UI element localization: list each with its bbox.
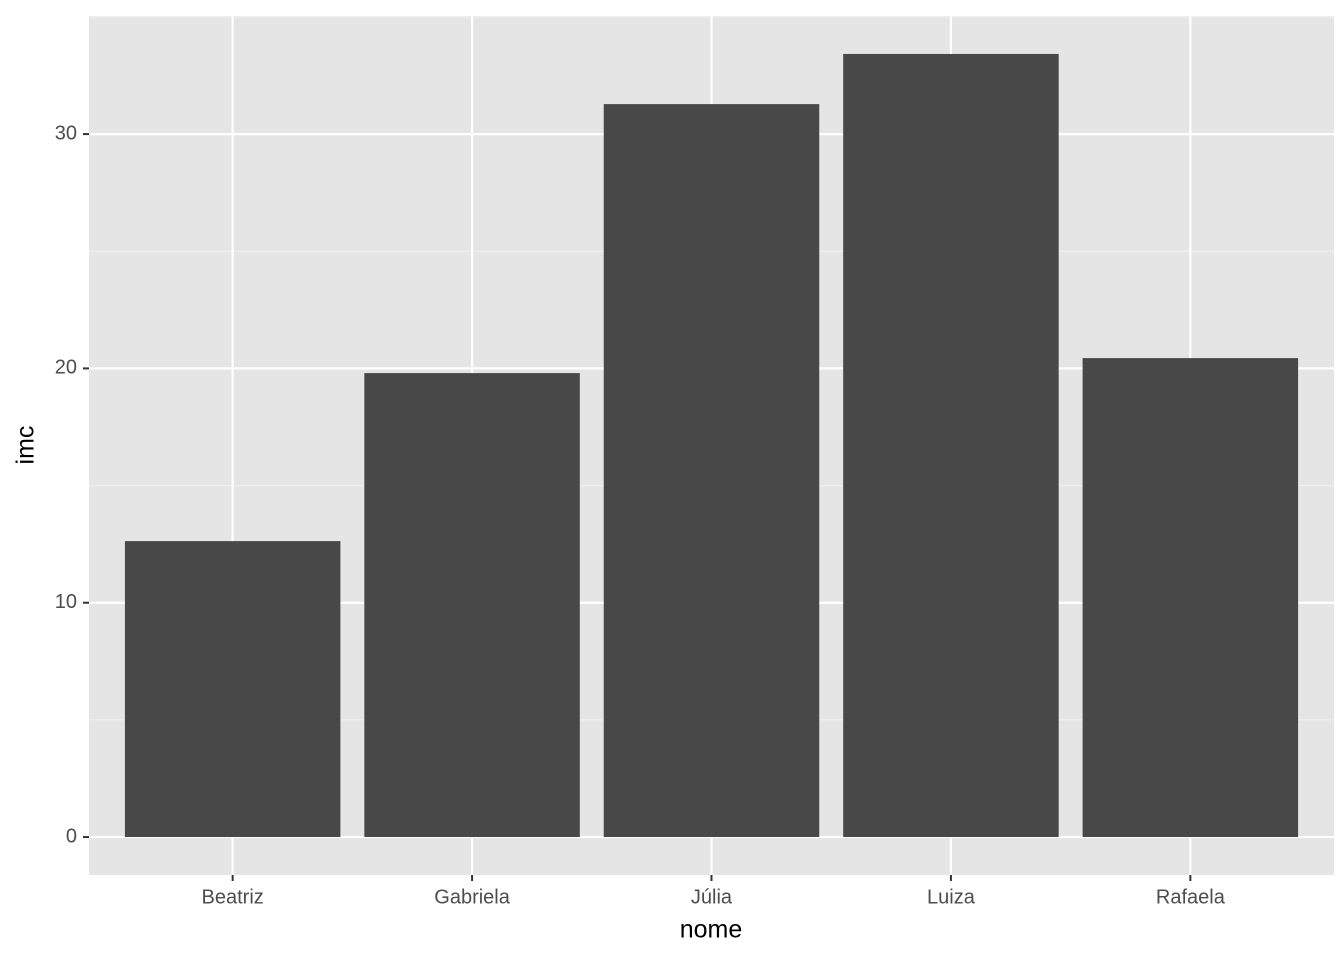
bar <box>124 541 341 838</box>
bar <box>843 53 1059 838</box>
bar <box>1082 358 1299 838</box>
y-tick-label: 30 <box>55 122 77 144</box>
y-tick-label: 10 <box>55 591 77 613</box>
y-axis-title: imc <box>12 426 40 465</box>
x-axis-title: nome <box>680 916 743 944</box>
x-tick-label: Beatriz <box>202 886 264 908</box>
bar <box>603 104 820 838</box>
x-tick-label: Júlia <box>691 886 733 908</box>
x-tick-label: Rafaela <box>1156 886 1226 908</box>
marks <box>124 53 1299 838</box>
y-tick-label: 0 <box>66 825 77 847</box>
x-tick-label: Luiza <box>927 886 976 908</box>
y-tick-label: 20 <box>55 357 77 379</box>
bar <box>364 373 580 838</box>
x-tick-label: Gabriela <box>434 886 510 908</box>
